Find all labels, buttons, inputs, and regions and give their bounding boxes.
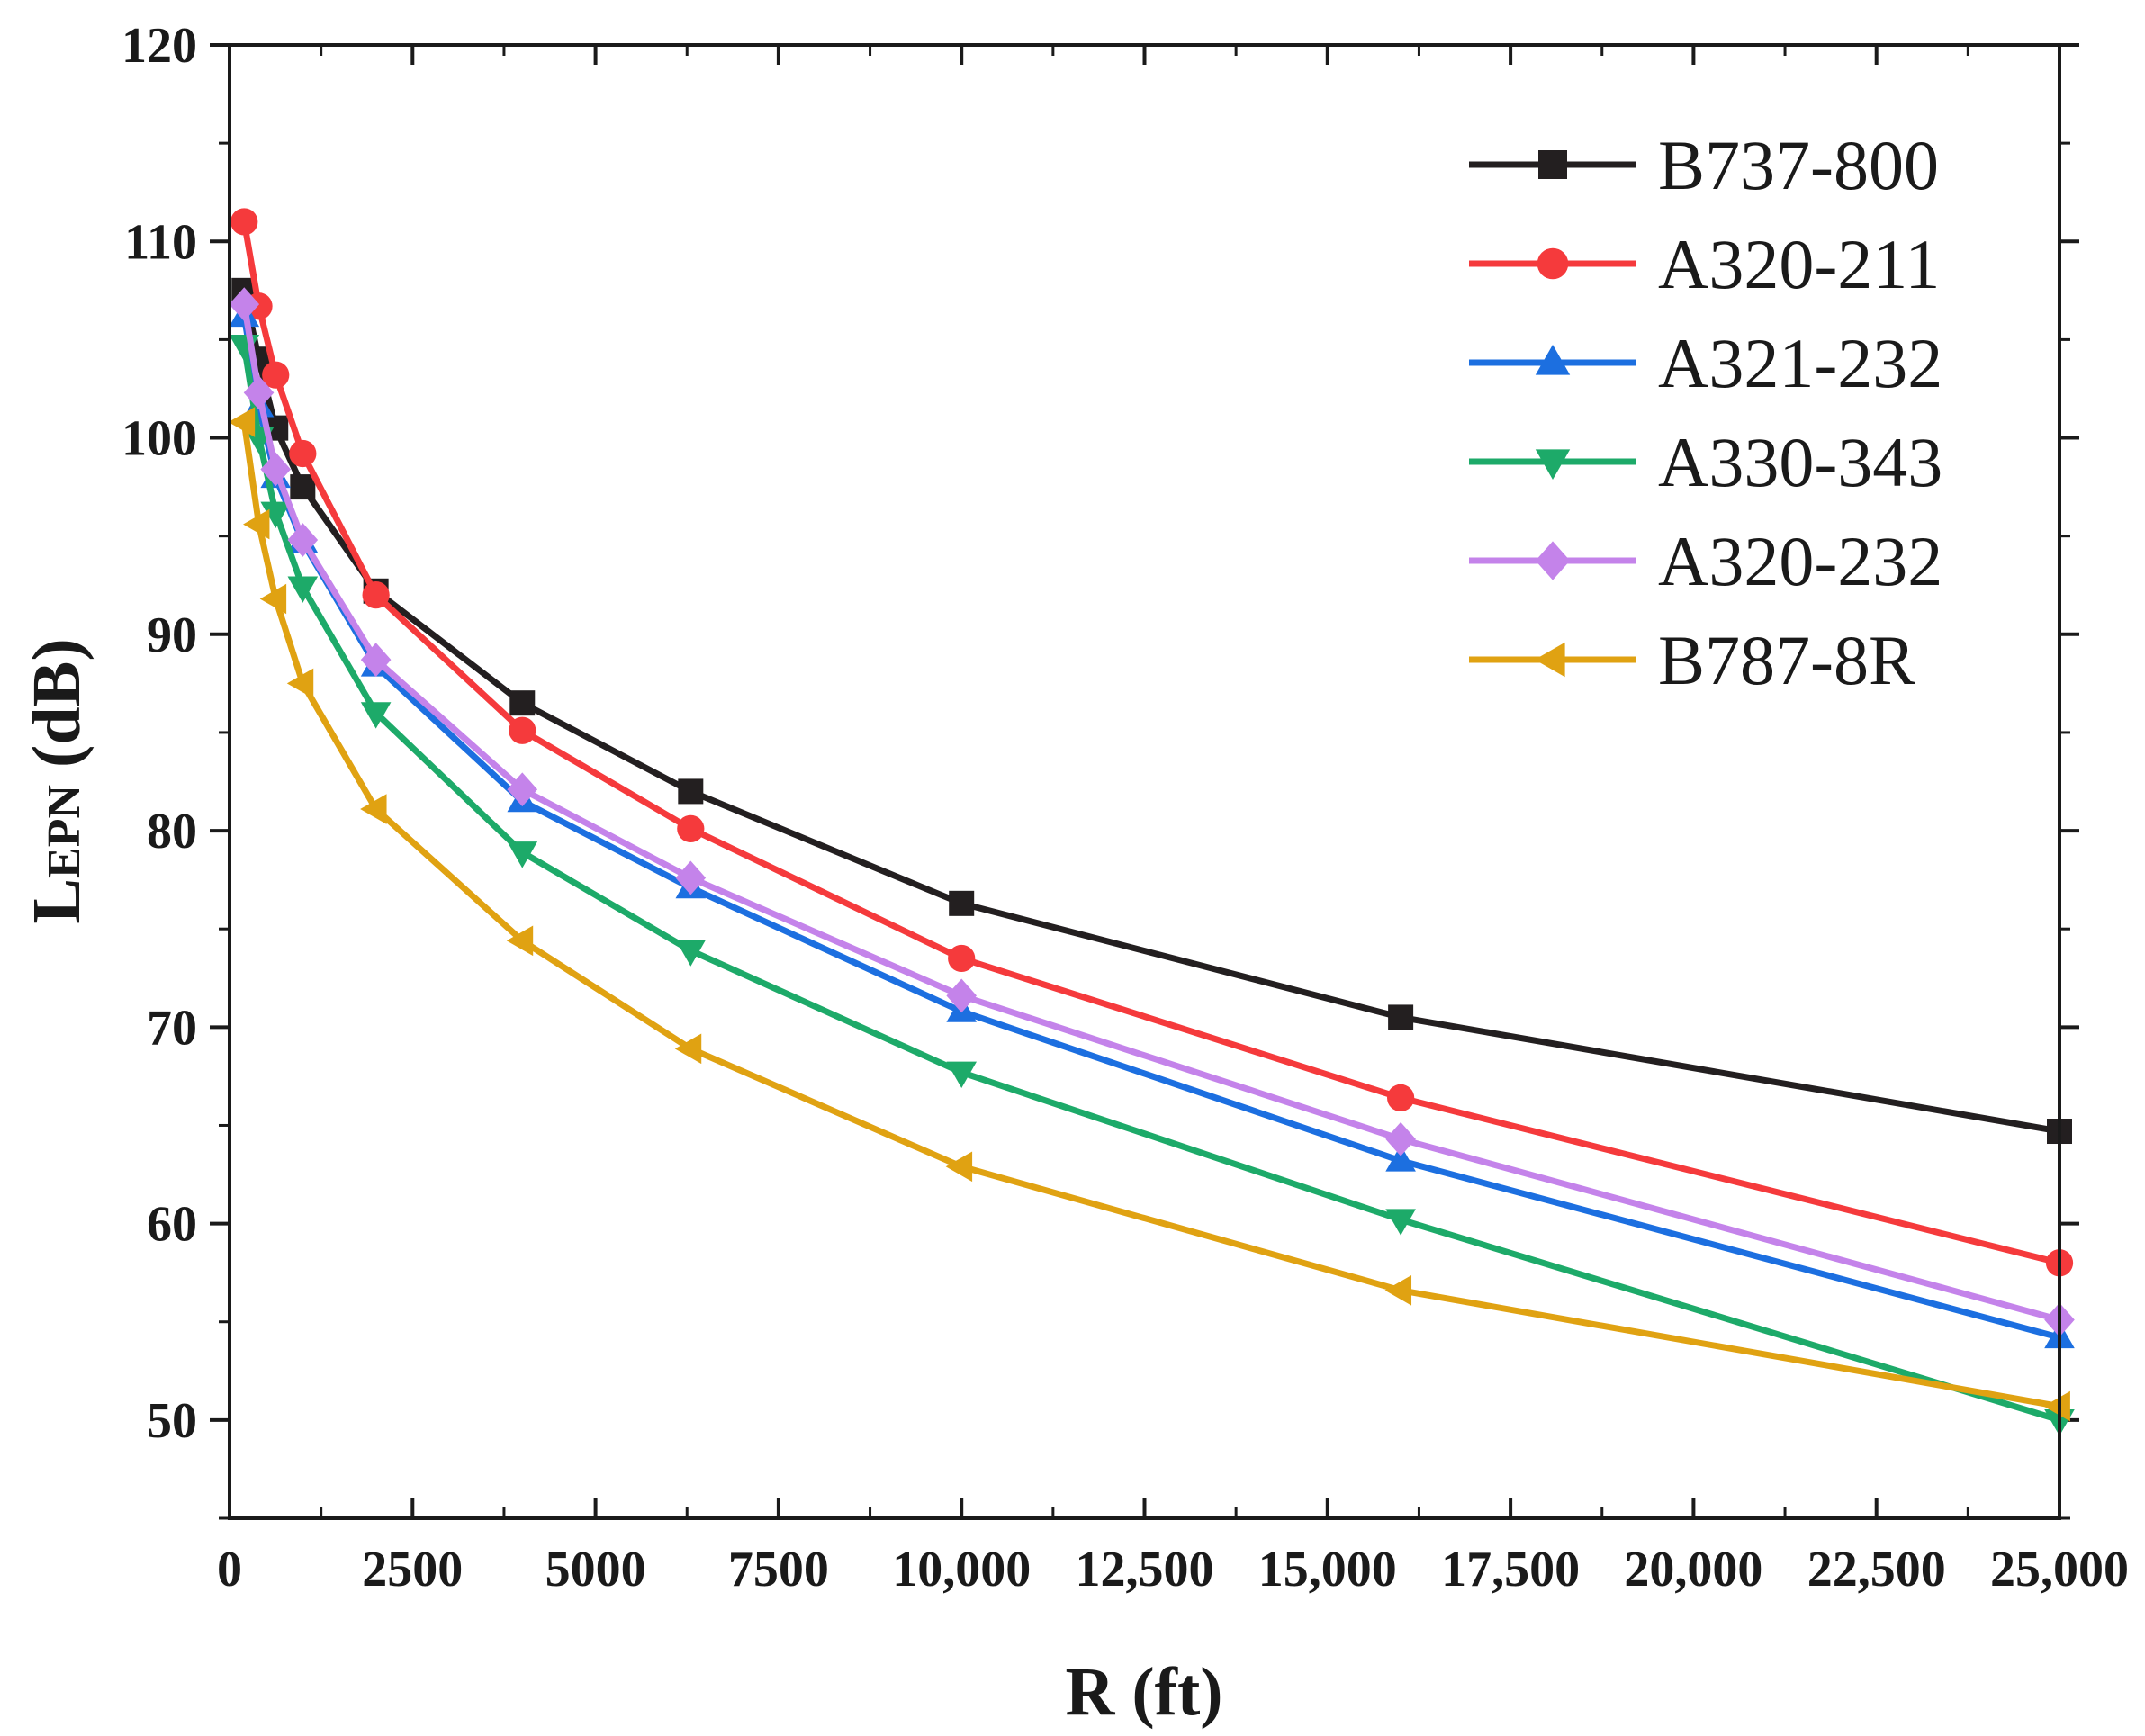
legend-label: A320-211 (1658, 225, 1940, 303)
legend-item: A320-232 (1469, 522, 1942, 600)
data-point (287, 576, 319, 603)
series-A320-232 (229, 287, 2075, 1337)
data-point (507, 841, 538, 868)
legend-item: A320-211 (1469, 225, 1940, 303)
legend-item: A330-343 (1469, 423, 1942, 501)
data-point (509, 690, 536, 716)
legend-label: A320-232 (1658, 522, 1942, 600)
data-point (362, 581, 390, 609)
data-point (287, 523, 319, 557)
legend-item: A321-232 (1469, 324, 1942, 402)
data-point (230, 208, 258, 236)
y-tick-label: 80 (147, 804, 197, 859)
legend-item: B787-8R (1469, 621, 1915, 699)
series-B787-8R (228, 407, 2070, 1422)
x-tick-labels: 0 2500 5000 7500 10,000 12,500 15,000 17,500 20,… (217, 1542, 2129, 1597)
data-point (946, 1061, 977, 1089)
series-line (240, 220, 2060, 1266)
data-point (260, 501, 292, 528)
legend-marker (1537, 247, 1569, 280)
y-tick-label: 50 (147, 1393, 197, 1449)
legend-item: B737-800 (1469, 126, 1939, 204)
data-point (243, 508, 270, 540)
data-point (289, 439, 317, 468)
data-point (1384, 1275, 1412, 1306)
data-point (949, 890, 975, 916)
y-tick-label: 110 (124, 214, 197, 270)
legend-marker (1538, 150, 1567, 179)
x-tick-label: 7500 (728, 1542, 829, 1597)
series-layer (228, 208, 2075, 1436)
data-point (1385, 1209, 1416, 1236)
x-tick-label: 15,000 (1258, 1542, 1397, 1597)
data-point (360, 702, 392, 729)
y-tick-label: 100 (122, 411, 197, 467)
x-tick-label: 10,000 (892, 1542, 1031, 1597)
data-point (678, 778, 704, 805)
data-point (259, 583, 287, 615)
y-tick-labels: 50 60 70 80 90 100 110 120 (122, 18, 197, 1449)
y-axis-title-unit: (dB) (19, 638, 95, 785)
x-tick-label: 0 (217, 1542, 242, 1597)
data-point (507, 772, 538, 807)
data-point (228, 407, 256, 437)
y-tick-label: 60 (147, 1197, 197, 1253)
data-point (946, 978, 977, 1013)
series-A320-211 (230, 208, 2074, 1277)
series-line (240, 303, 2060, 1323)
legend-marker (1535, 642, 1565, 678)
x-tick-label: 20,000 (1624, 1542, 1762, 1597)
legend-label: B787-8R (1658, 621, 1915, 699)
legend-label: B737-800 (1658, 126, 1939, 204)
data-point (260, 452, 292, 487)
y-tick-label: 90 (147, 607, 197, 663)
x-axis-title: R (ft) (1065, 1654, 1222, 1730)
data-point (675, 860, 707, 895)
y-axis-title-main: L (19, 878, 95, 924)
x-tick-label: 25,000 (1990, 1542, 2129, 1597)
data-point (360, 794, 387, 824)
data-point (2043, 1390, 2070, 1422)
data-point (360, 643, 392, 678)
data-point (1388, 1004, 1414, 1030)
data-point (506, 925, 534, 957)
legend: B737-800 A320-211 A321-232 A330-343 A320-232… (1469, 126, 1942, 699)
data-point (243, 375, 275, 410)
legend-marker (1535, 541, 1571, 580)
y-axis-title: LEPN (dB) (19, 638, 95, 923)
data-point (674, 1033, 702, 1065)
legend-marker (1535, 449, 1571, 480)
data-point (945, 1151, 973, 1183)
data-point (262, 361, 290, 389)
x-tick-label: 2500 (362, 1542, 463, 1597)
x-tick-label: 22,500 (1807, 1542, 1946, 1597)
y-tick-label: 120 (122, 18, 197, 74)
data-point (675, 940, 707, 967)
data-point (509, 716, 536, 744)
data-point (1387, 1084, 1415, 1112)
y-axis-title-subscript: EPN (39, 785, 90, 878)
y-tick-label: 70 (147, 1000, 197, 1056)
data-point (948, 944, 976, 973)
legend-marker (1535, 345, 1571, 375)
data-point (290, 474, 316, 500)
x-tick-label: 5000 (545, 1542, 646, 1597)
x-tick-label: 17,500 (1441, 1542, 1580, 1597)
data-point (229, 287, 260, 322)
legend-label: A330-343 (1658, 423, 1942, 501)
data-point (1385, 1121, 1416, 1156)
ticks-layer (210, 43, 2079, 1520)
plot-frame (228, 43, 2061, 1520)
legend-label: A321-232 (1658, 324, 1942, 402)
data-point (677, 814, 705, 843)
data-point (1385, 1145, 1416, 1172)
x-tick-label: 12,500 (1076, 1542, 1214, 1597)
data-point (286, 668, 314, 699)
series-line (240, 421, 2060, 1410)
